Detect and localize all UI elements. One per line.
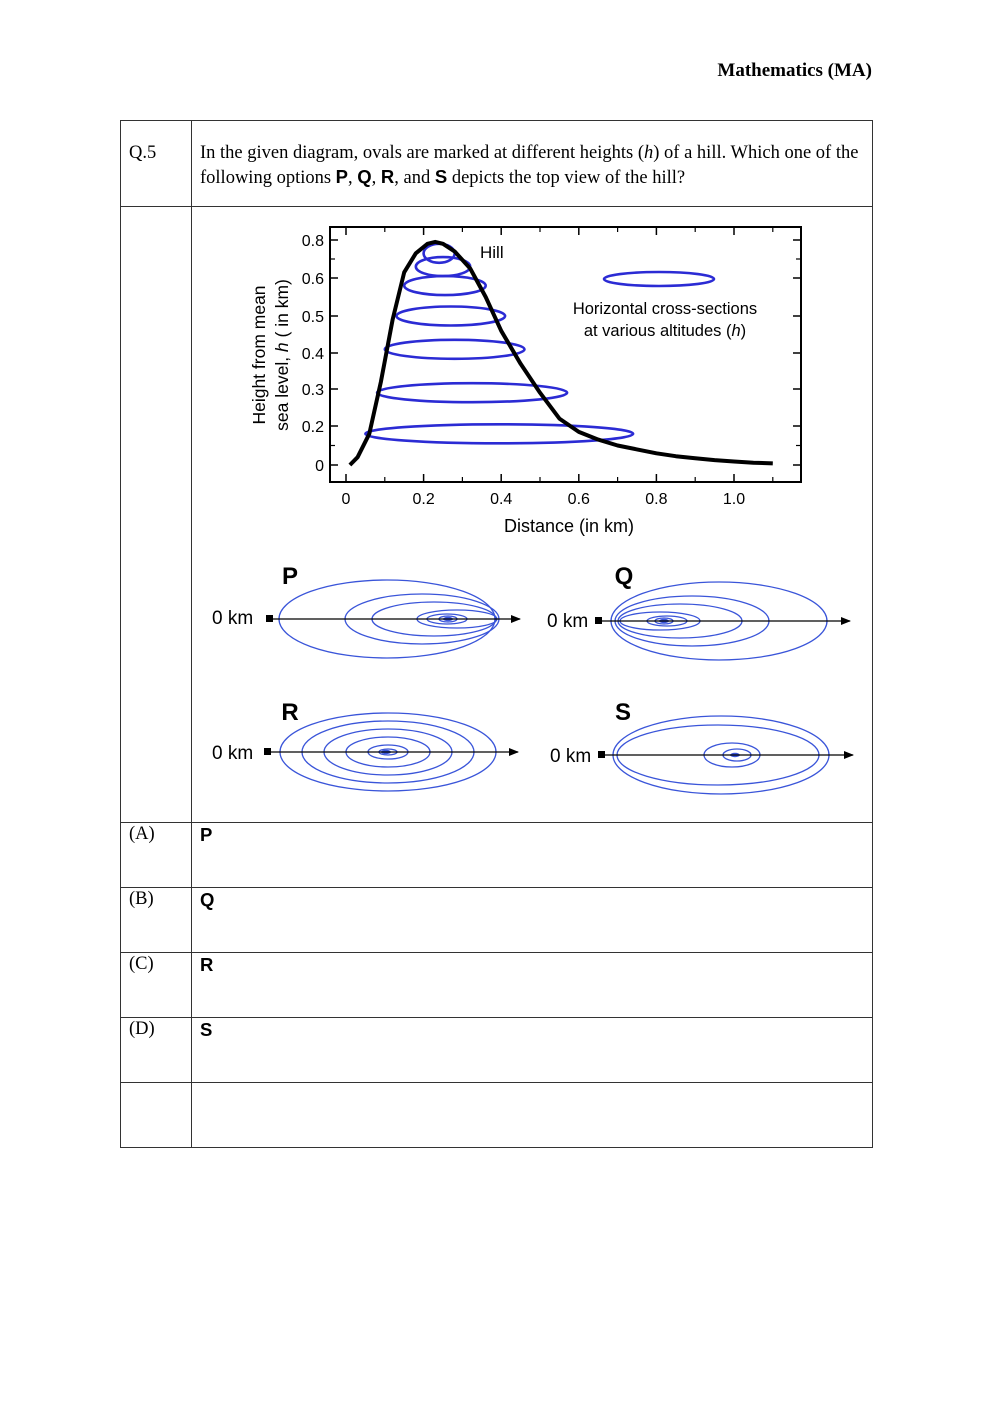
option-b-value[interactable]: Q [191, 887, 873, 953]
origin-marker [595, 617, 602, 624]
y-tick-label: 0.5 [302, 309, 324, 326]
origin-label: 0 km [547, 611, 588, 632]
y-tick-labels: 0 0.2 0.3 0.4 0.5 0.6 0.8 [302, 233, 324, 475]
x-tick-label: 0.4 [490, 491, 512, 508]
y-tick-label: 0.4 [302, 346, 324, 363]
option-panel-q: Q 0 km [547, 563, 851, 661]
option-d-value[interactable]: S [191, 1017, 873, 1083]
cross-section-ellipse [383, 338, 526, 361]
x-tick-label: 0.6 [568, 491, 590, 508]
cross-section-ellipse [395, 305, 507, 327]
empty-row [120, 1082, 873, 1148]
hill-label: Hill [480, 243, 504, 262]
empty-cell-left [120, 1082, 192, 1148]
x-tick-label: 0.8 [645, 491, 667, 508]
x-tick-labels: 0 0.2 0.4 0.6 0.8 1.0 [342, 491, 746, 508]
x-tick-label: 0 [342, 491, 351, 508]
subject-header: Mathematics (MA) [717, 60, 872, 81]
question-number: Q.5 [120, 120, 192, 207]
option-panel-p: P 0 km [212, 563, 521, 659]
option-panels: P 0 km Q 0 km R 0 km S 0 km [212, 563, 854, 795]
legend-ellipse [602, 270, 716, 288]
option-row-b[interactable]: (B) Q [120, 887, 873, 953]
hill-curve [348, 239, 773, 467]
origin-marker [264, 748, 271, 755]
cross-section-ellipse [402, 274, 487, 297]
x-axis-label: Distance (in km) [504, 516, 634, 536]
plot-frame [329, 226, 802, 483]
option-c-label: (C) [120, 952, 192, 1018]
option-b-label: (B) [120, 887, 192, 953]
cross-section-ellipse [364, 422, 635, 445]
option-d-label: (D) [120, 1017, 192, 1083]
panel-label: R [281, 699, 298, 726]
y-tick-label: 0 [315, 458, 324, 475]
origin-marker [598, 751, 605, 758]
x-tick-label: 0.2 [412, 491, 434, 508]
option-a-label: (A) [120, 822, 192, 888]
option-c-value[interactable]: R [191, 952, 873, 1018]
origin-label: 0 km [212, 743, 253, 764]
figure-row: 0 0.2 0.3 0.4 0.5 0.6 0.8 0 0.2 0.4 0.6 0.8 1.0 Hil… [120, 206, 873, 823]
option-panel-r: R 0 km [212, 699, 519, 792]
y-axis-label-1: Height from mean [249, 285, 269, 424]
question-table: Q.5 In the given diagram, ovals are mark… [120, 120, 873, 1148]
y-axis-label-2: sea level, h ( in km) [272, 279, 292, 431]
axis-ticks [330, 227, 801, 482]
empty-cell-right [191, 1082, 873, 1148]
origin-label: 0 km [550, 746, 591, 767]
option-a-value[interactable]: P [191, 822, 873, 888]
y-tick-label: 0.2 [302, 419, 324, 436]
legend-text-2: at various altitudes (h) [584, 322, 746, 340]
option-row-a[interactable]: (A) P [120, 822, 873, 888]
option-row-d[interactable]: (D) S [120, 1017, 873, 1083]
x-tick-label: 1.0 [723, 491, 745, 508]
option-row-c[interactable]: (C) R [120, 952, 873, 1018]
panel-label: P [282, 563, 298, 590]
y-tick-label: 0.3 [302, 382, 324, 399]
y-tick-label: 0.8 [302, 233, 324, 250]
origin-marker [266, 615, 273, 622]
option-panel-s: S 0 km [550, 699, 854, 795]
hill-figure: 0 0.2 0.3 0.4 0.5 0.6 0.8 0 0.2 0.4 0.6 0.8 1.0 Hil… [212, 226, 854, 795]
figure-number-cell [120, 206, 192, 823]
legend-text-1: Horizontal cross-sections [573, 300, 757, 318]
figure-cell: 0 0.2 0.3 0.4 0.5 0.6 0.8 0 0.2 0.4 0.6 0.8 1.0 Hil… [191, 206, 873, 823]
panel-label: S [615, 699, 631, 726]
panel-label: Q [615, 563, 634, 590]
origin-label: 0 km [212, 608, 253, 629]
question-row: Q.5 In the given diagram, ovals are mark… [120, 120, 873, 207]
question-text: In the given diagram, ovals are marked a… [191, 120, 873, 207]
y-tick-label: 0.6 [302, 271, 324, 288]
